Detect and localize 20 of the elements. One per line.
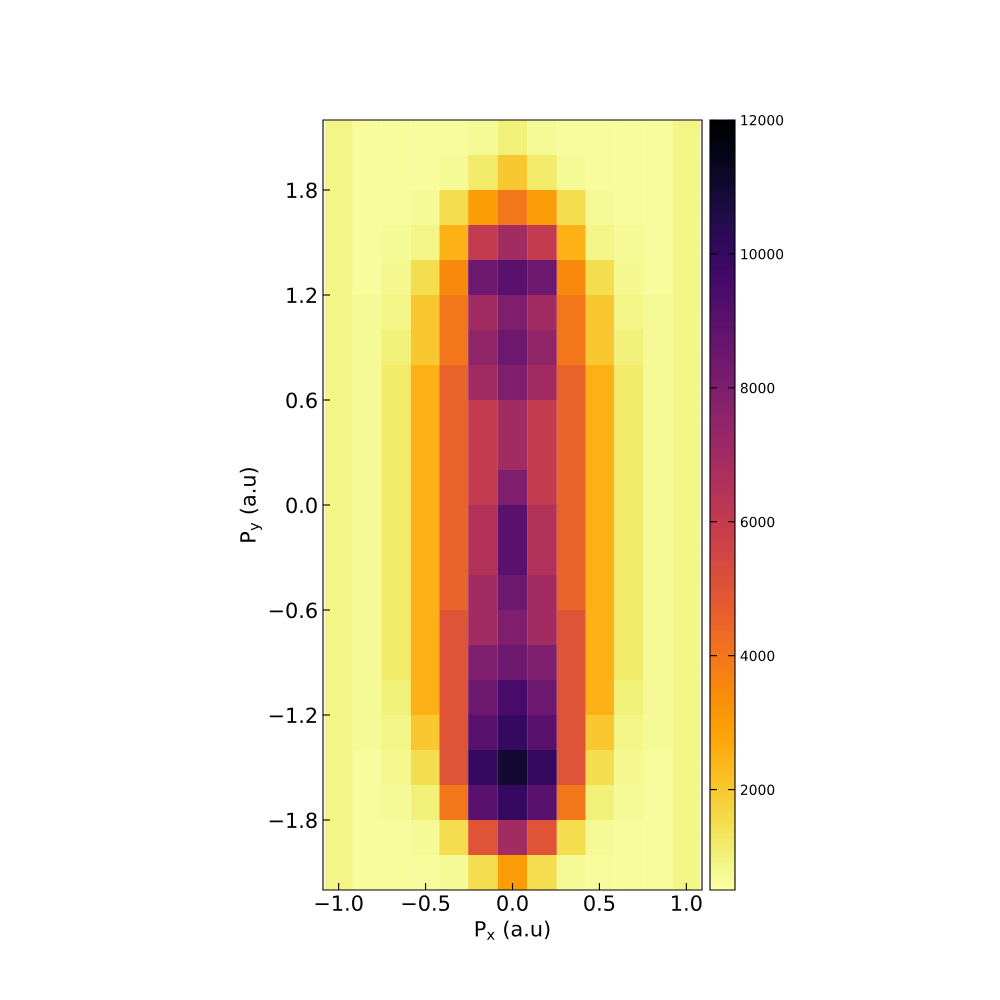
x-tick-label: 0.5 [584, 895, 614, 911]
y-tick-label: −1.8 [270, 812, 317, 828]
color-bar-label: 2000 [740, 784, 774, 796]
x-axis-title: P$_{x}$ (a.u) [476, 920, 550, 940]
y-tick-label: 1.2 [287, 287, 316, 303]
y-axis-title: P$_{y}$ (a.u) [240, 468, 262, 542]
x-tick-label: 1.0 [672, 895, 702, 911]
x-tick-label: −0.5 [402, 895, 450, 911]
y-tick-label: −1.2 [270, 707, 316, 723]
x-tick-label: 0.0 [497, 895, 528, 911]
x-tick-label: −1.0 [316, 895, 363, 911]
color-bar-label: 12000 [741, 114, 784, 126]
y-tick-label: 1.8 [287, 182, 317, 198]
color-bar-label: 10000 [741, 248, 784, 260]
color-bar-label: 4000 [740, 650, 774, 662]
y-tick-label: 0.0 [286, 497, 317, 514]
y-tick-label: 0.6 [286, 392, 317, 408]
color-bar-label: 6000 [740, 516, 774, 528]
color-bar-label: 8000 [740, 382, 774, 394]
y-tick-label: −0.6 [270, 602, 317, 618]
